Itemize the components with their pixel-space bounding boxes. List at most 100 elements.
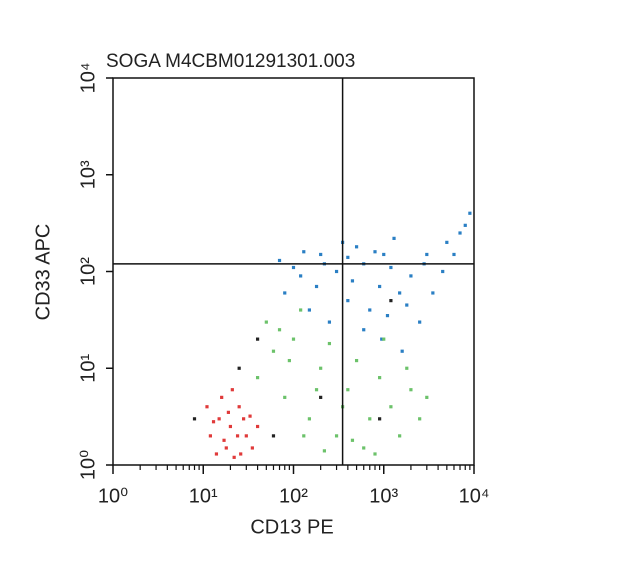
point xyxy=(217,417,221,421)
point xyxy=(327,320,332,324)
point xyxy=(362,446,366,450)
point xyxy=(441,269,445,274)
point xyxy=(368,308,372,312)
point xyxy=(452,252,456,257)
point xyxy=(232,455,236,459)
x-tick-label: 10¹ xyxy=(189,485,218,507)
x-tick-label: 10⁰ xyxy=(98,485,128,507)
point xyxy=(346,388,350,392)
point xyxy=(425,395,429,399)
point xyxy=(327,341,332,346)
point xyxy=(302,434,306,438)
y-tick-label: 10² xyxy=(77,257,99,286)
point xyxy=(378,417,382,421)
point xyxy=(368,417,372,421)
y-tick-label: 10⁴ xyxy=(77,63,99,94)
point xyxy=(373,452,377,456)
point xyxy=(334,269,339,274)
point xyxy=(226,410,231,414)
point xyxy=(319,252,323,257)
point xyxy=(248,414,252,418)
point xyxy=(287,358,291,363)
point xyxy=(291,265,296,270)
point xyxy=(468,211,472,215)
point xyxy=(385,314,390,318)
point xyxy=(314,284,319,289)
point xyxy=(350,438,355,442)
point xyxy=(362,328,366,332)
plot-frame xyxy=(112,77,475,466)
point xyxy=(307,417,311,421)
point xyxy=(250,446,254,450)
point xyxy=(264,320,268,324)
x-tick-label: 10³ xyxy=(369,485,398,507)
point xyxy=(398,291,402,295)
y-tick-label: 10³ xyxy=(77,160,99,189)
point xyxy=(283,395,287,399)
point xyxy=(431,291,435,295)
point xyxy=(220,395,224,399)
point xyxy=(382,337,386,341)
point xyxy=(299,274,303,278)
point xyxy=(302,250,306,254)
point xyxy=(458,231,462,235)
point xyxy=(230,388,234,392)
point xyxy=(354,245,359,249)
point xyxy=(192,417,197,421)
point xyxy=(222,438,226,442)
point xyxy=(346,299,350,303)
point xyxy=(334,434,339,438)
point xyxy=(346,255,350,259)
y-tick-label: 10¹ xyxy=(77,353,99,382)
point xyxy=(350,279,355,283)
point xyxy=(277,328,282,332)
y-axis-title: CD33 APC xyxy=(32,224,54,321)
point xyxy=(418,417,422,421)
point xyxy=(405,303,409,307)
point xyxy=(228,424,233,429)
point xyxy=(277,258,282,263)
point xyxy=(319,395,323,399)
point xyxy=(425,252,429,257)
point xyxy=(405,366,409,370)
point xyxy=(255,337,260,341)
point xyxy=(354,358,359,363)
point xyxy=(314,388,319,392)
point xyxy=(239,452,243,456)
point xyxy=(255,376,260,380)
point xyxy=(214,452,219,456)
point xyxy=(409,274,413,278)
point xyxy=(271,434,276,438)
point xyxy=(445,240,449,244)
point xyxy=(418,320,422,324)
point xyxy=(299,308,303,312)
point xyxy=(319,366,323,370)
point xyxy=(389,299,393,303)
point xyxy=(235,434,240,438)
point xyxy=(237,405,241,409)
point xyxy=(378,376,382,380)
point xyxy=(208,434,212,438)
point xyxy=(244,434,248,438)
point xyxy=(291,337,296,341)
point xyxy=(283,291,287,295)
x-axis-title: CD13 PE xyxy=(250,516,333,538)
x-tick-label: 10⁴ xyxy=(459,485,490,507)
point xyxy=(382,252,386,257)
point xyxy=(211,420,216,424)
point xyxy=(271,349,276,353)
point xyxy=(322,449,327,453)
point xyxy=(398,434,402,438)
point xyxy=(389,405,393,409)
point xyxy=(463,223,467,227)
point xyxy=(307,308,311,312)
point xyxy=(255,424,260,429)
point xyxy=(409,388,413,392)
x-tick-label: 10² xyxy=(279,485,308,507)
point xyxy=(380,337,384,341)
point xyxy=(242,417,246,421)
y-tick-label: 10⁰ xyxy=(77,450,99,480)
point xyxy=(373,250,377,254)
